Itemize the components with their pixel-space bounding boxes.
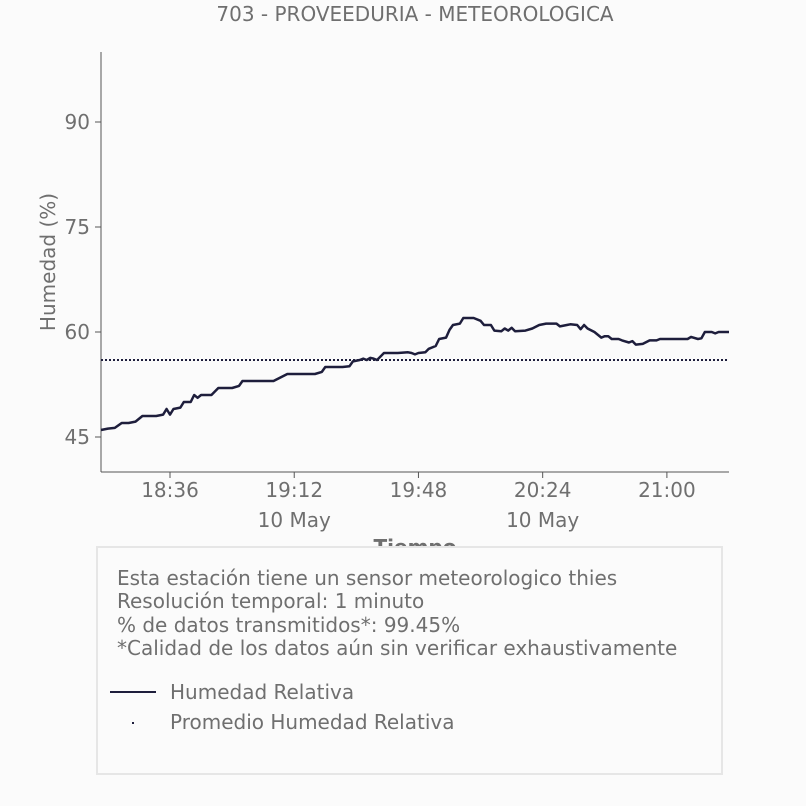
x-tick-date-label: 10 May — [506, 508, 579, 532]
info-text: Esta estación tiene un sensor meteorolog… — [117, 566, 678, 660]
x-tick-label: 21:00 — [638, 478, 696, 502]
legend-dotted-line-icon — [132, 722, 134, 724]
x-ticks: 18:36 19:12 10 May 19:48 20:24 10 May 21:00 — [141, 472, 696, 532]
info-line-transmitted: % de datos transmitidos*: 99.45% — [117, 612, 461, 637]
x-tick-label: 20:24 — [514, 478, 572, 502]
info-line-resolution: Resolución temporal: 1 minuto — [117, 589, 425, 614]
y-tick-label: 60 — [65, 320, 90, 344]
chart-title: 703 - PROVEEDURIA - METEOROLOGICA — [216, 2, 614, 26]
legend-label-promedio: Promedio Humedad Relativa — [170, 710, 455, 734]
y-axis-label: Humedad (%) — [36, 193, 60, 331]
y-ticks: 45 60 75 90 — [65, 110, 101, 449]
legend-solid-line-icon — [110, 691, 156, 693]
humidity-series-line — [100, 316, 729, 432]
x-tick-label: 19:12 — [265, 478, 323, 502]
y-tick-label: 45 — [65, 425, 90, 449]
info-line-sensor: Esta estación tiene un sensor meteorolog… — [117, 566, 618, 590]
x-tick-date-label: 10 May — [258, 508, 331, 532]
y-tick-label: 90 — [65, 110, 90, 134]
x-tick-label: 18:36 — [141, 478, 199, 502]
x-tick-label: 19:48 — [390, 478, 448, 502]
y-tick-label: 75 — [65, 215, 90, 239]
legend-label-humedad: Humedad Relativa — [170, 680, 355, 704]
info-line-quality-note: *Calidad de los datos aún sin verificar … — [117, 635, 678, 660]
info-box: Esta estación tiene un sensor meteorolog… — [96, 546, 723, 775]
